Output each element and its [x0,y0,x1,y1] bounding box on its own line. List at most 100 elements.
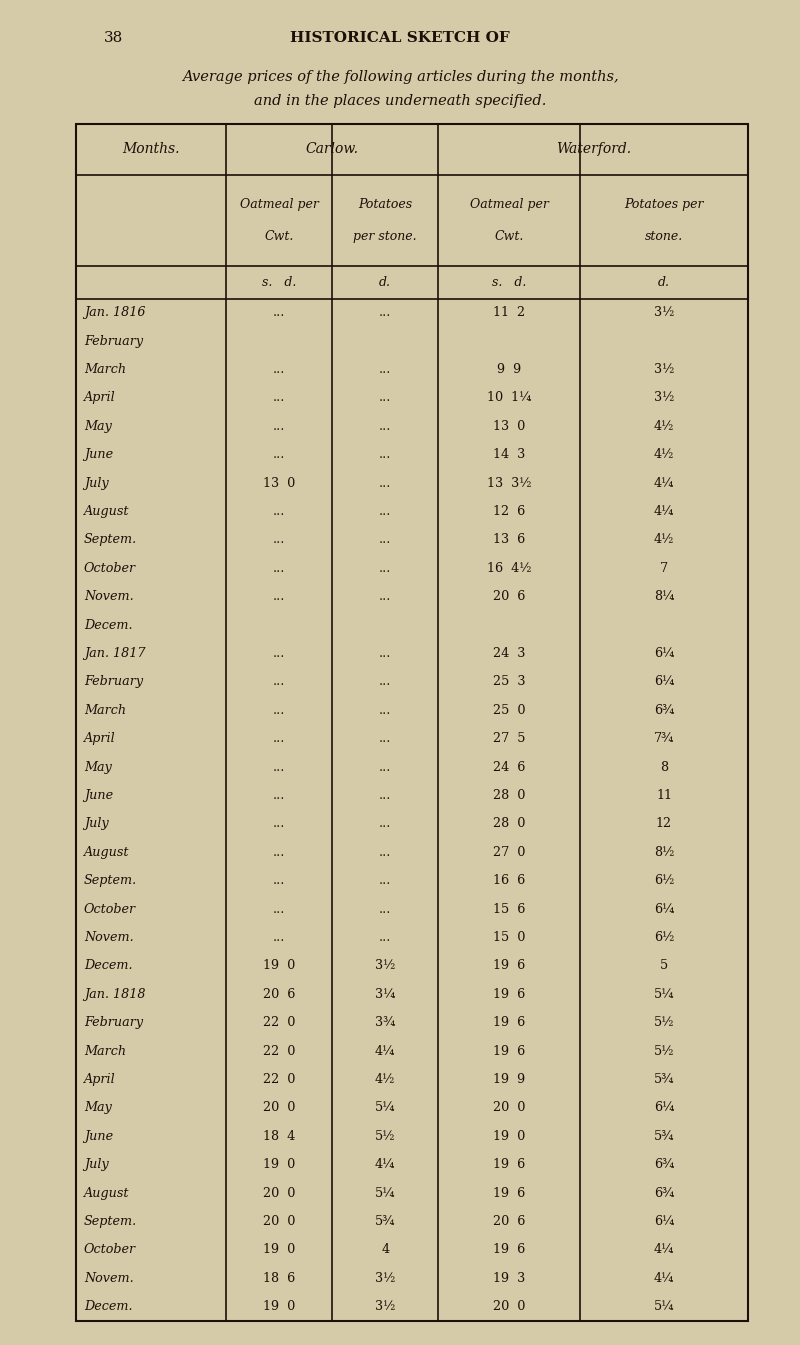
Text: 12: 12 [656,818,672,830]
Text: 19  6: 19 6 [493,1158,526,1171]
Text: October: October [84,1243,136,1256]
Text: 5: 5 [660,959,668,972]
Text: s.   d.: s. d. [492,276,526,289]
Text: July: July [84,476,109,490]
Text: 4½: 4½ [375,1073,395,1085]
Text: ...: ... [379,476,391,490]
Text: ...: ... [273,732,286,745]
Text: 20  0: 20 0 [263,1215,295,1228]
Text: 28  0: 28 0 [493,818,526,830]
Text: 5¾: 5¾ [375,1215,395,1228]
Text: ...: ... [379,420,391,433]
Text: Novem.: Novem. [84,590,134,603]
Text: 25  0: 25 0 [493,703,526,717]
Text: ...: ... [273,647,286,660]
Text: 6½: 6½ [654,874,674,888]
Text: ...: ... [379,732,391,745]
Text: 13  0: 13 0 [493,420,526,433]
Text: s.   d.: s. d. [262,276,296,289]
Text: ...: ... [379,448,391,461]
Text: ...: ... [379,647,391,660]
Text: Potatoes per: Potatoes per [624,198,704,211]
Text: 9  9: 9 9 [497,363,522,377]
Text: 19  6: 19 6 [493,1045,526,1057]
Text: and in the places underneath specified.: and in the places underneath specified. [254,94,546,108]
Text: March: March [84,363,126,377]
Text: 5½: 5½ [654,1017,674,1029]
Text: ...: ... [379,902,391,916]
Text: 6¼: 6¼ [654,647,674,660]
Text: 4¼: 4¼ [654,1243,674,1256]
Text: ...: ... [379,506,391,518]
Text: 22  0: 22 0 [263,1017,295,1029]
Text: 22  0: 22 0 [263,1045,295,1057]
Text: July: July [84,1158,109,1171]
Text: 5¼: 5¼ [375,1102,395,1114]
Text: 16  4½: 16 4½ [487,562,531,574]
Text: 18  4: 18 4 [263,1130,295,1143]
Text: 5½: 5½ [375,1130,395,1143]
Text: May: May [84,420,112,433]
Text: ...: ... [379,874,391,888]
Text: 24  6: 24 6 [493,761,526,773]
Text: 3½: 3½ [375,1272,395,1284]
Text: 5¼: 5¼ [375,1186,395,1200]
Text: 16  6: 16 6 [493,874,526,888]
Text: 7: 7 [660,562,668,574]
Text: ...: ... [379,307,391,319]
Text: 14  3: 14 3 [493,448,526,461]
Text: July: July [84,818,109,830]
Text: 4¼: 4¼ [654,506,674,518]
Text: 13  0: 13 0 [263,476,295,490]
Text: Carlow.: Carlow. [306,143,359,156]
Text: 4¼: 4¼ [654,476,674,490]
Text: 6¼: 6¼ [654,902,674,916]
Text: 3¾: 3¾ [375,1017,395,1029]
Text: ...: ... [273,874,286,888]
Text: 19  0: 19 0 [263,1158,295,1171]
Text: 20  6: 20 6 [263,987,295,1001]
Text: 11: 11 [656,790,672,802]
Text: ...: ... [379,818,391,830]
Text: Septem.: Septem. [84,1215,137,1228]
Text: 19  0: 19 0 [263,1301,295,1313]
Text: 15  0: 15 0 [493,931,526,944]
Text: ...: ... [273,761,286,773]
Text: 6¼: 6¼ [654,675,674,689]
Text: June: June [84,790,113,802]
Text: May: May [84,761,112,773]
Text: 19  0: 19 0 [263,1243,295,1256]
Text: 6¼: 6¼ [654,1215,674,1228]
Text: Months.: Months. [122,143,180,156]
Text: Jan. 1818: Jan. 1818 [84,987,146,1001]
Text: 5½: 5½ [654,1045,674,1057]
Text: ...: ... [379,534,391,546]
Text: 11  2: 11 2 [493,307,526,319]
Text: Average prices of the following articles during the months,: Average prices of the following articles… [182,70,618,83]
Text: 19  0: 19 0 [263,959,295,972]
Text: February: February [84,675,143,689]
Text: 25  3: 25 3 [493,675,526,689]
Text: 4¼: 4¼ [654,1272,674,1284]
Text: 28  0: 28 0 [493,790,526,802]
Text: 6¾: 6¾ [654,1186,674,1200]
Text: Potatoes: Potatoes [358,198,412,211]
Text: ...: ... [273,818,286,830]
Text: 5¼: 5¼ [654,1301,674,1313]
Text: Oatmeal per: Oatmeal per [240,198,318,211]
Text: Jan. 1817: Jan. 1817 [84,647,146,660]
Text: ...: ... [273,506,286,518]
Text: March: March [84,703,126,717]
Text: 7¾: 7¾ [654,732,674,745]
Text: Waterford.: Waterford. [556,143,630,156]
Text: 20  0: 20 0 [493,1301,526,1313]
Text: 13  3½: 13 3½ [487,476,531,490]
Text: 4½: 4½ [654,534,674,546]
Text: 22  0: 22 0 [263,1073,295,1085]
Text: ...: ... [273,420,286,433]
Text: 19  9: 19 9 [493,1073,526,1085]
Text: Septem.: Septem. [84,534,137,546]
Text: 5¼: 5¼ [654,987,674,1001]
Text: ...: ... [273,534,286,546]
Text: 3½: 3½ [654,307,674,319]
